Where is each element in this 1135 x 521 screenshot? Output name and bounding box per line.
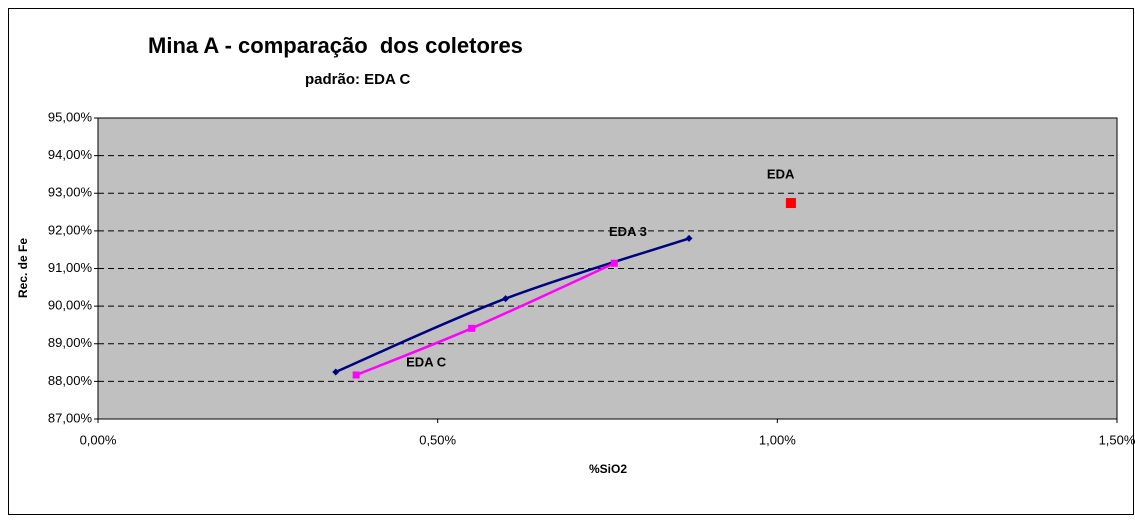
series-label: EDA 3 [609,224,647,239]
y-tick-label: 95,00% [48,109,93,124]
y-tick-label: 94,00% [48,147,93,162]
series-label: EDA [767,166,795,181]
x-tick-label: 1,50% [1099,432,1135,447]
y-tick-label: 90,00% [48,298,93,313]
y-axis-title: Rec. de Fe [16,238,30,298]
x-tick-label: 0,50% [419,432,456,447]
y-tick-label: 87,00% [48,410,93,425]
y-tick-label: 89,00% [48,335,93,350]
x-tick-label: 0,00% [80,432,117,447]
chart-subtitle: padrão: EDA C [305,71,410,88]
y-tick-label: 92,00% [48,222,93,237]
plot-area [97,117,1118,420]
marker [685,234,693,242]
y-tick-label: 93,00% [48,185,93,200]
y-tick-label: 88,00% [48,373,93,388]
series-label: EDA C [406,354,447,369]
y-tick-label: 91,00% [48,260,93,275]
marker [468,324,476,332]
marker [502,295,510,303]
marker [332,368,340,376]
chart-title: Mina A - comparação dos coletores [148,33,523,58]
x-tick-label: 1,00% [759,432,796,447]
marker [352,371,360,379]
marker [610,259,618,267]
x-axis-title: %SiO2 [589,462,627,476]
marker [785,198,796,209]
